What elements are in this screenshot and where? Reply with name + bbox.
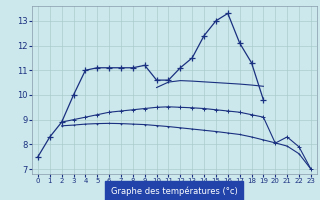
X-axis label: Graphe des températures (°c): Graphe des températures (°c) xyxy=(111,187,238,196)
